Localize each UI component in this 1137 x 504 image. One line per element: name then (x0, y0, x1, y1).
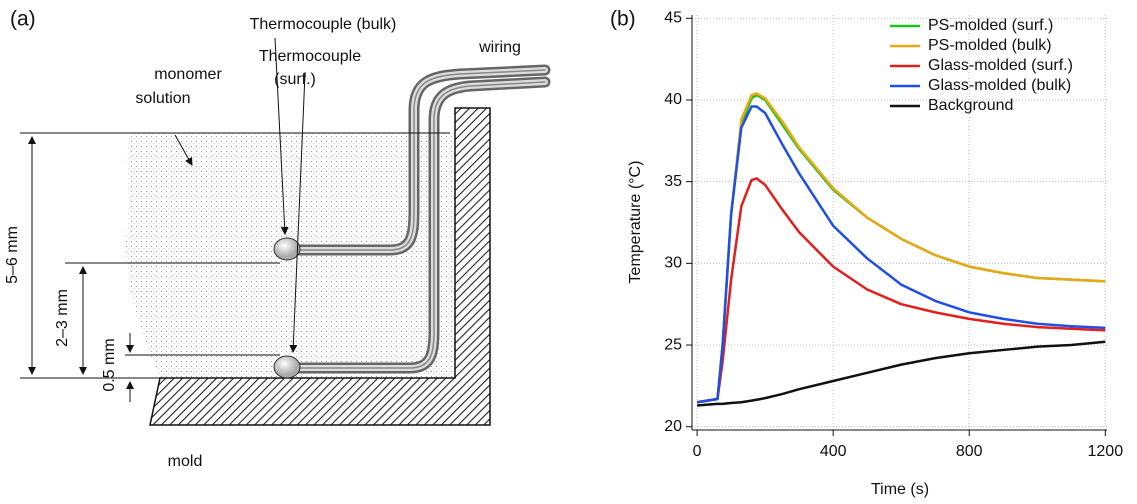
mold-shape (149, 107, 491, 426)
x-tick-label: 0 (693, 443, 702, 460)
x-tick-label: 1200 (1088, 443, 1124, 460)
wires (289, 64, 551, 374)
x-tick-label: 800 (956, 443, 983, 460)
y-tick-label: 25 (664, 336, 682, 353)
wiring-label: wiring (478, 39, 521, 56)
series-line (696, 93, 1106, 404)
panel-label: (b) (610, 8, 636, 31)
legend-label: Background (928, 97, 1013, 114)
thermocouple-surf-label: (surf.) (274, 71, 316, 88)
legend-label: Glass-molded (bulk) (928, 77, 1071, 94)
series-line (696, 92, 1106, 404)
y-tick-label: 30 (664, 255, 682, 272)
monomer-label: monomer (154, 66, 222, 83)
x-axis-label: Time (s) (871, 481, 929, 498)
monomer-label: solution (135, 90, 190, 107)
bead-bulk (273, 237, 301, 261)
depth-label: 2–3 mm (54, 289, 71, 347)
y-axis-label: Temperature (°C) (627, 161, 644, 284)
legend-label: Glass-molded (surf.) (928, 57, 1073, 74)
x-tick-label: 400 (820, 443, 847, 460)
series-line (697, 340, 1106, 407)
y-tick-label: 35 (664, 173, 682, 190)
thermocouple-surf-label: Thermocouple (259, 48, 361, 65)
y-tick-label: 45 (664, 9, 682, 26)
y-tick-label: 40 (664, 91, 682, 108)
mold-label: mold (168, 453, 203, 470)
diagram: (a) monomer solution Thermocouple (bulk)… (4, 8, 551, 470)
legend-label: PS-molded (bulk) (928, 37, 1052, 54)
legend-label: PS-molded (surf.) (928, 17, 1053, 34)
chart: (b) Time (s) Temperature (°C) 20 25 30 35 40… (610, 8, 1123, 499)
series-line (696, 177, 1106, 404)
thermocouple-bulk-label: Thermocouple (bulk) (250, 16, 397, 33)
depth-label: 0.5 mm (101, 338, 118, 391)
y-tick-label: 20 (664, 418, 682, 435)
panel-label: (a) (10, 8, 36, 31)
series-line (696, 105, 1106, 404)
depth-label: 5–6 mm (4, 226, 21, 284)
dimension-lines (20, 37, 450, 402)
bead-surf (273, 355, 301, 379)
